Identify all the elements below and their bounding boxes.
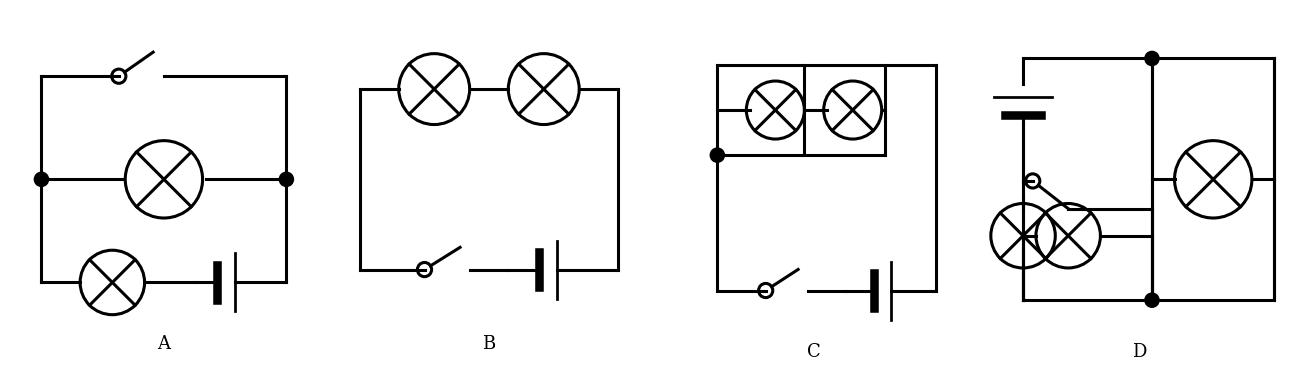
- Text: D: D: [1132, 344, 1147, 361]
- Text: B: B: [482, 335, 495, 353]
- Circle shape: [279, 172, 293, 186]
- Circle shape: [1145, 51, 1160, 65]
- Text: A: A: [158, 335, 171, 353]
- Circle shape: [34, 172, 48, 186]
- Text: C: C: [807, 344, 821, 361]
- Circle shape: [1145, 293, 1160, 307]
- Circle shape: [710, 148, 724, 162]
